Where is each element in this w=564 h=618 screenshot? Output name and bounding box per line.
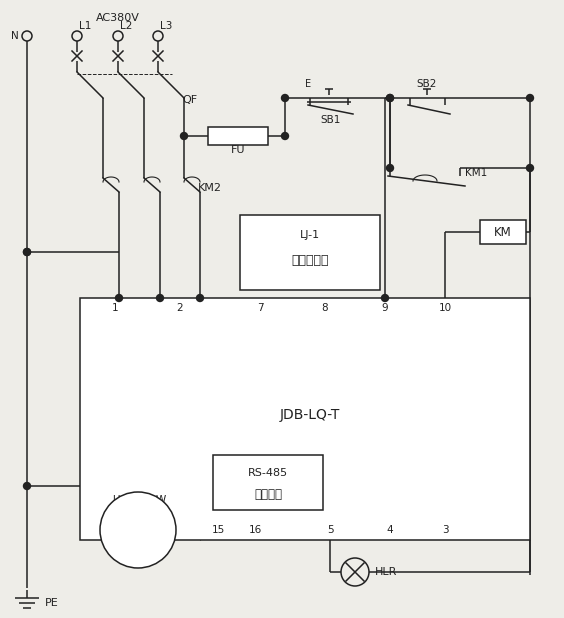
Text: 7: 7 [257, 303, 263, 313]
Circle shape [24, 248, 30, 255]
Text: 零序互感器: 零序互感器 [291, 253, 329, 266]
Text: SB2: SB2 [417, 79, 437, 89]
Text: L1: L1 [79, 21, 91, 31]
Circle shape [527, 164, 534, 172]
Text: 3: 3 [442, 525, 448, 535]
Text: E: E [305, 79, 311, 89]
Circle shape [156, 295, 164, 302]
Text: SB1: SB1 [321, 115, 341, 125]
Text: HLR: HLR [375, 567, 398, 577]
Bar [480, 220, 526, 244]
Text: 10: 10 [438, 303, 452, 313]
Circle shape [381, 295, 389, 302]
Text: U: U [112, 495, 120, 505]
Circle shape [527, 95, 534, 101]
Circle shape [281, 132, 289, 140]
Circle shape [116, 295, 122, 302]
Text: 0.75kW: 0.75kW [118, 541, 158, 551]
Circle shape [386, 95, 394, 101]
Text: 8: 8 [321, 303, 328, 313]
Circle shape [180, 132, 187, 140]
Text: PE: PE [45, 598, 59, 608]
Text: 16: 16 [248, 525, 262, 535]
Text: 5: 5 [327, 525, 333, 535]
Text: KM1: KM1 [465, 168, 487, 178]
Circle shape [281, 95, 289, 101]
Text: W: W [156, 495, 166, 505]
Circle shape [24, 483, 30, 489]
Text: QF: QF [182, 95, 197, 105]
Bar [80, 298, 530, 540]
Text: KM: KM [494, 226, 512, 239]
Text: M: M [131, 518, 145, 532]
Circle shape [386, 164, 394, 172]
Text: JDB-LQ-T: JDB-LQ-T [280, 408, 340, 422]
Text: 通信接口: 通信接口 [254, 488, 282, 501]
Circle shape [196, 295, 204, 302]
Text: N: N [11, 31, 19, 41]
Circle shape [386, 95, 394, 101]
Text: L2: L2 [120, 21, 133, 31]
Text: V: V [135, 492, 143, 502]
Text: AC380V: AC380V [96, 13, 140, 23]
Circle shape [24, 248, 30, 255]
Text: 9: 9 [382, 303, 388, 313]
Text: L3: L3 [160, 21, 173, 31]
Bar [208, 127, 268, 145]
Text: RS-485: RS-485 [248, 468, 288, 478]
Bar [213, 455, 323, 510]
Text: 2: 2 [177, 303, 183, 313]
Text: FU: FU [231, 145, 245, 155]
Text: KM2: KM2 [198, 183, 222, 193]
Circle shape [100, 492, 176, 568]
Text: LJ-1: LJ-1 [300, 230, 320, 240]
Text: 1: 1 [112, 303, 118, 313]
Bar [240, 215, 380, 290]
Text: 4: 4 [387, 525, 393, 535]
Text: 15: 15 [212, 525, 224, 535]
